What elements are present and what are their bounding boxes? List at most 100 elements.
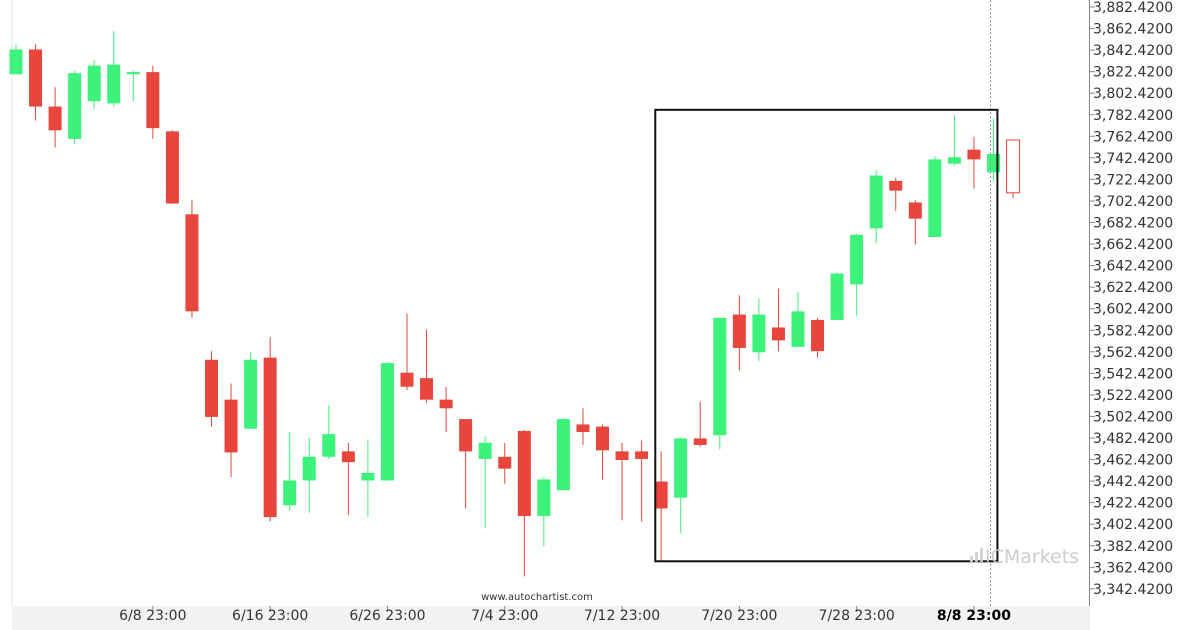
- candle: [126, 71, 140, 102]
- y-tick-label: 3,522.4200: [1093, 388, 1173, 404]
- x-tick-label: 6/16 23:00: [232, 608, 308, 624]
- candle: [967, 136, 981, 189]
- candle: [674, 437, 688, 534]
- candle-body: [68, 73, 82, 139]
- y-tick-label: 3,762.4200: [1093, 129, 1173, 145]
- candle: [224, 383, 238, 478]
- candle-body: [302, 456, 316, 481]
- x-axis-band: [12, 606, 1090, 630]
- candle-body: [361, 472, 375, 481]
- watermark-bar-icon: [980, 548, 983, 562]
- candle-body: [830, 273, 844, 320]
- candle-body: [439, 399, 453, 409]
- watermark-bar-icon: [975, 552, 978, 562]
- candle: [771, 288, 785, 352]
- candle: [244, 352, 258, 429]
- candle-body: [713, 317, 727, 436]
- candle: [869, 170, 883, 244]
- candle: [908, 200, 922, 245]
- candle: [322, 405, 336, 459]
- candle: [811, 317, 825, 358]
- y-tick-label: 3,742.4200: [1093, 151, 1173, 167]
- y-tick-label: 3,702.4200: [1093, 194, 1173, 210]
- candle-body: [850, 234, 864, 285]
- candle-body: [1006, 139, 1021, 194]
- candle: [498, 442, 512, 484]
- candle: [146, 65, 160, 139]
- candle: [68, 71, 82, 145]
- x-tick-label: 7/12 23:00: [584, 608, 660, 624]
- candle: [205, 351, 218, 427]
- candle-body: [126, 72, 140, 75]
- candle: [556, 417, 570, 491]
- y-tick-label: 3,482.4200: [1093, 431, 1173, 447]
- candle-body: [674, 438, 688, 498]
- candle: [596, 424, 609, 480]
- candle-body: [635, 451, 649, 459]
- y-tick-label: 3,342.4200: [1093, 582, 1173, 598]
- candle: [947, 115, 961, 166]
- candle: [830, 272, 844, 320]
- candle-body: [596, 426, 609, 451]
- candle-body: [498, 456, 512, 469]
- candle: [263, 337, 277, 522]
- y-tick-label: 3,602.4200: [1093, 302, 1173, 318]
- candle: [302, 437, 316, 513]
- candle-body: [791, 311, 805, 347]
- candle: [185, 200, 199, 318]
- y-tick-label: 3,722.4200: [1093, 172, 1173, 188]
- candle-body: [9, 49, 23, 75]
- candle-body: [263, 357, 277, 518]
- candle: [361, 439, 375, 518]
- y-tick-label: 3,362.4200: [1093, 560, 1173, 576]
- candle-body: [146, 72, 160, 129]
- candle-body: [478, 442, 492, 459]
- candle-body: [732, 314, 746, 348]
- candle-body: [283, 480, 297, 506]
- y-tick-label: 3,382.4200: [1093, 539, 1173, 555]
- x-tick-label: 7/28 23:00: [819, 608, 895, 624]
- candle-body: [322, 434, 336, 457]
- y-tick-label: 3,782.4200: [1093, 108, 1173, 124]
- y-tick-label: 3,502.4200: [1093, 409, 1173, 425]
- watermark-text: ICMarkets: [985, 546, 1079, 568]
- candle-body: [576, 424, 590, 432]
- candle: [165, 130, 179, 204]
- watermark-bar-icon: [970, 556, 973, 562]
- candle: [654, 451, 668, 561]
- y-tick-label: 3,422.4200: [1093, 496, 1173, 512]
- candle-body: [693, 438, 707, 445]
- candle-body: [967, 149, 981, 160]
- credit-text: www.autochartist.com: [481, 592, 593, 603]
- candle: [517, 429, 531, 577]
- candle: [537, 477, 551, 547]
- candle-body: [869, 175, 883, 229]
- candle-body: [107, 64, 121, 104]
- candle-body: [165, 131, 179, 204]
- x-axis-ticks: 6/8 23:00 6/16 23:00 6/26 23:00 7/4 23:00 7/…: [119, 606, 1011, 624]
- y-tick-label: 3,562.4200: [1093, 345, 1173, 361]
- candle-body: [811, 319, 825, 352]
- y-tick-label: 3,862.4200: [1093, 22, 1173, 38]
- candle: [791, 291, 805, 347]
- candle-body: [420, 378, 434, 400]
- y-tick-label: 3,842.4200: [1093, 43, 1173, 59]
- watermark: ICMarkets: [970, 546, 1079, 568]
- y-tick-label: 3,882.4200: [1093, 0, 1173, 16]
- candle-body: [947, 157, 961, 164]
- x-tick-label: 6/26 23:00: [349, 608, 425, 624]
- candle-body: [400, 372, 414, 387]
- candle-body: [654, 481, 668, 509]
- y-tick-label: 3,442.4200: [1093, 474, 1173, 490]
- x-tick-label: 8/8 23:00: [937, 608, 1011, 624]
- candle-body: [48, 106, 62, 131]
- candle-body: [928, 159, 942, 237]
- candle-body: [771, 327, 785, 341]
- y-axis-ticks: 3,882.4200 3,862.4200 3,842.4200 3,822.4200…: [1089, 0, 1173, 598]
- candle: [635, 440, 649, 522]
- candle: [420, 329, 434, 403]
- x-tick-label: 7/4 23:00: [471, 608, 538, 624]
- candle: [459, 419, 473, 509]
- candle-body: [205, 359, 218, 417]
